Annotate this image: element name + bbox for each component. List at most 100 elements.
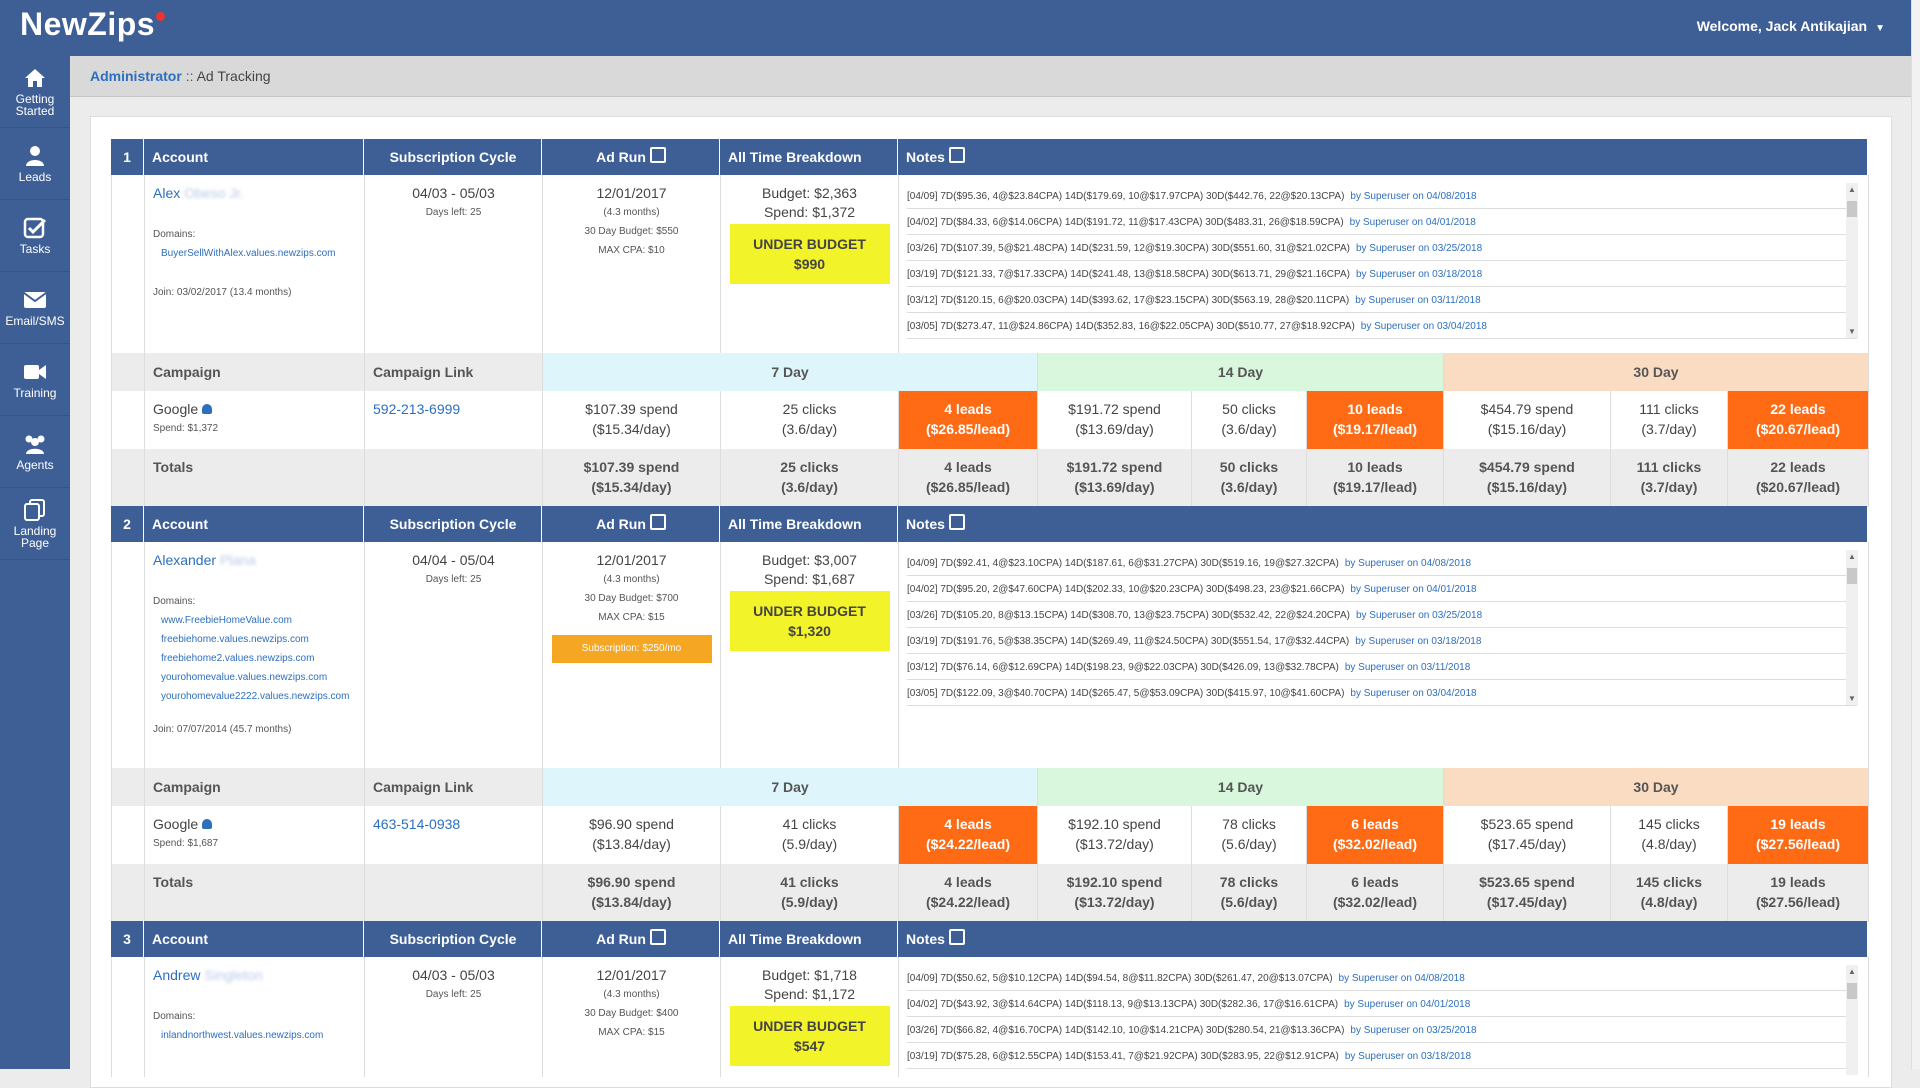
- sidebar-item-landing-page[interactable]: Landing Page: [0, 488, 70, 560]
- sidebar-item-email-sms[interactable]: Email/SMS: [0, 272, 70, 344]
- clicks-per-day: (4.8/day): [1641, 836, 1697, 852]
- edit-icon[interactable]: [649, 147, 666, 163]
- domain-link[interactable]: freebiehome2.values.newzips.com: [161, 653, 315, 664]
- edit-icon[interactable]: [649, 929, 666, 945]
- account-name-link[interactable]: Alex: [153, 185, 181, 201]
- column-breakdown: All Time Breakdown: [719, 139, 897, 175]
- d30-spend: $523.65 spend ($17.45/day): [1443, 806, 1610, 864]
- column-30-day: 30 Day: [1443, 353, 1868, 391]
- clicks-per-day: (3.6/day): [781, 421, 838, 437]
- sidebar-item-leads[interactable]: Leads: [0, 128, 70, 200]
- campaign-link[interactable]: 592-213-6999: [373, 401, 461, 417]
- person-icon[interactable]: [202, 404, 213, 414]
- cost-per-lead: ($24.22/lead): [925, 894, 1011, 910]
- column-14-day: 14 Day: [1037, 768, 1443, 806]
- domain-link[interactable]: inlandnorthwest.values.newzips.com: [161, 1030, 324, 1041]
- total-d30-spend: $523.65 spend ($17.45/day): [1443, 864, 1610, 922]
- account-name-link[interactable]: Alexander: [153, 552, 217, 568]
- page-scrollbar[interactable]: [1911, 0, 1920, 1069]
- domain-link[interactable]: freebiehome.values.newzips.com: [161, 634, 309, 645]
- edit-icon[interactable]: [948, 147, 965, 163]
- d14-leads: 10 leads ($19.17/lead): [1306, 391, 1443, 449]
- campaign-link[interactable]: 463-514-0938: [373, 816, 461, 832]
- column-ad-run: Ad Run: [541, 506, 720, 542]
- note-text: [04/09] 7D($95.36, 4@$23.84CPA) 14D($179…: [907, 191, 1345, 202]
- note-text: [03/12] 7D($120.15, 6@$20.03CPA) 14D($39…: [907, 295, 1350, 306]
- edit-icon[interactable]: [649, 514, 666, 530]
- budget-status-badge: UNDER BUDGET $990: [729, 224, 890, 284]
- total-d14-clicks: 78 clicks (5.6/day): [1191, 864, 1306, 922]
- note-author: by Superuser on 04/08/2018: [1338, 973, 1465, 984]
- person-icon[interactable]: [202, 819, 213, 829]
- note-item: [04/09] 7D($95.36, 4@$23.84CPA) 14D($179…: [907, 183, 1857, 209]
- scroll-thumb[interactable]: [1847, 983, 1857, 999]
- scroll-down-icon[interactable]: ▼: [1848, 327, 1856, 336]
- ad-run-label: Ad Run: [596, 931, 646, 947]
- note-item: [03/26] 7D($105.20, 8@$13.15CPA) 14D($30…: [907, 602, 1857, 628]
- account-cell: Alexander Plana Domains: www.FreebieHome…: [144, 542, 364, 768]
- total-d7-clicks: 25 clicks (3.6/day): [720, 449, 898, 507]
- d7-leads: 4 leads ($24.22/lead): [898, 806, 1037, 864]
- clicks-per-day: (3.7/day): [1640, 479, 1698, 495]
- budget-status: UNDER BUDGET: [753, 603, 866, 619]
- cost-per-lead: ($32.02/lead): [1332, 836, 1418, 852]
- scroll-up-icon[interactable]: ▲: [1848, 967, 1856, 976]
- notes-list[interactable]: [04/09] 7D($50.62, 5@$10.12CPA) 14D($94.…: [907, 965, 1857, 1069]
- domain-link[interactable]: yourohomevalue.values.newzips.com: [161, 672, 328, 683]
- campaign-row: Google Spend: $1,372 592-213-6999 $107.3…: [111, 391, 1869, 449]
- notes-list[interactable]: [04/09] 7D($92.41, 4@$23.10CPA) 14D($187…: [907, 550, 1857, 706]
- note-item: [04/02] 7D($95.20, 2@$47.60CPA) 14D($202…: [907, 576, 1857, 602]
- domain-link[interactable]: yourohomevalue2222.values.newzips.com: [161, 691, 350, 702]
- budget-status-badge: UNDER BUDGET $1,320: [729, 591, 890, 651]
- spend-total: Spend: $1,172: [763, 986, 856, 1002]
- scroll-down-icon[interactable]: ▼: [1848, 694, 1856, 703]
- max-cpa: MAX CPA: $15: [598, 612, 665, 623]
- account-name-link[interactable]: Andrew: [153, 967, 201, 983]
- budget-status-amount: $547: [793, 1038, 826, 1054]
- notes-scrollbar[interactable]: ▲ ▼: [1846, 183, 1858, 338]
- total-d7-spend: $96.90 spend ($13.84/day): [542, 864, 720, 922]
- domain-link[interactable]: www.FreebieHomeValue.com: [161, 615, 292, 626]
- subscription-cell: 04/03 - 05/03 Days left: 25: [364, 957, 542, 1077]
- domain-link[interactable]: BuyerSellWithAlex.values.newzips.com: [161, 248, 336, 259]
- breadcrumb-separator: ::: [185, 68, 194, 84]
- note-author: by Superuser on 03/25/2018: [1355, 610, 1483, 621]
- thirty-day-budget: 30 Day Budget: $400: [584, 1008, 679, 1019]
- budget-total: Budget: $1,718: [762, 967, 857, 983]
- scroll-up-icon[interactable]: ▲: [1848, 185, 1856, 194]
- scroll-thumb[interactable]: [1847, 568, 1857, 584]
- total-d7-leads: 4 leads ($26.85/lead): [898, 449, 1037, 507]
- notes-list[interactable]: [04/09] 7D($95.36, 4@$23.84CPA) 14D($179…: [907, 183, 1857, 339]
- totals-empty: [364, 864, 542, 922]
- spend-per-day: ($13.69/day): [1074, 479, 1155, 495]
- envelope-icon: [23, 291, 47, 308]
- ad-run-label: Ad Run: [596, 149, 646, 165]
- sidebar-item-getting-started[interactable]: Getting Started: [0, 56, 70, 128]
- account-header-row: 1 Account Subscription Cycle Ad Run All …: [111, 139, 1867, 175]
- sidebar-item-agents[interactable]: Agents: [0, 416, 70, 488]
- edit-icon[interactable]: [948, 514, 965, 530]
- notes-scrollbar[interactable]: ▲: [1846, 965, 1858, 1075]
- subscription-badge: Subscription: $250/mo: [551, 635, 712, 663]
- notes-scrollbar[interactable]: ▲ ▼: [1846, 550, 1858, 705]
- cost-per-lead: ($26.85/lead): [925, 479, 1011, 495]
- clicks-per-day: (5.6/day): [1221, 836, 1277, 852]
- total-d30-clicks: 145 clicks (4.8/day): [1610, 864, 1727, 922]
- d14-spend: $192.10 spend ($13.72/day): [1037, 806, 1191, 864]
- leads-value: 22 leads: [1770, 401, 1826, 417]
- sidebar-item-tasks[interactable]: Tasks: [0, 200, 70, 272]
- spend-value: $191.72 spend: [1068, 401, 1161, 417]
- user-menu[interactable]: Welcome, Jack Antikajian ▼: [1697, 18, 1885, 34]
- edit-icon[interactable]: [948, 929, 965, 945]
- newzips-logo[interactable]: NewZips: [20, 6, 166, 43]
- sidebar-item-label: Email/SMS: [5, 313, 65, 328]
- subscription-cycle: 04/03 - 05/03: [412, 185, 495, 201]
- total-d7-leads: 4 leads ($24.22/lead): [898, 864, 1037, 922]
- scroll-up-icon[interactable]: ▲: [1848, 552, 1856, 561]
- breadcrumb-administrator-link[interactable]: Administrator: [90, 68, 182, 84]
- sidebar-item-training[interactable]: Training: [0, 344, 70, 416]
- days-left: Days left: 25: [425, 574, 482, 585]
- spend-per-day: ($13.72/day): [1074, 894, 1155, 910]
- scroll-thumb[interactable]: [1847, 201, 1857, 217]
- spend-value: $107.39 spend: [585, 401, 678, 417]
